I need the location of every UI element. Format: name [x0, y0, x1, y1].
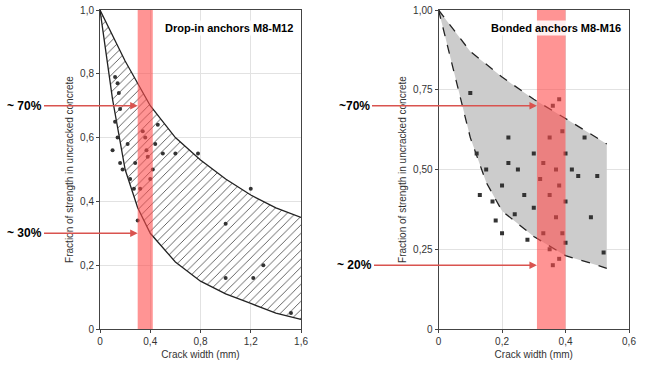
svg-text:Drop-in anchors M8-M12: Drop-in anchors M8-M12 [165, 22, 293, 34]
svg-text:~70%: ~70% [339, 99, 370, 113]
svg-text:0,4: 0,4 [80, 196, 94, 207]
svg-text:1,0: 1,0 [80, 5, 94, 16]
svg-text:1,6: 1,6 [294, 336, 308, 347]
svg-text:0,4: 0,4 [143, 336, 157, 347]
svg-text:Fraction of strength in uncrac: Fraction of strength in uncracked concre… [397, 76, 408, 263]
svg-text:0,2: 0,2 [495, 336, 509, 347]
svg-text:Crack width (mm): Crack width (mm) [495, 349, 573, 360]
svg-text:1,2: 1,2 [244, 336, 258, 347]
svg-text:0: 0 [436, 336, 442, 347]
svg-text:1,00: 1,00 [413, 5, 433, 16]
svg-text:0,6: 0,6 [622, 336, 636, 347]
svg-text:~ 30%: ~ 30% [7, 226, 42, 240]
svg-text:0,25: 0,25 [413, 244, 433, 255]
svg-text:0,8: 0,8 [194, 336, 208, 347]
svg-text:0: 0 [88, 324, 94, 335]
svg-text:0,8: 0,8 [80, 68, 94, 79]
svg-text:~ 20%: ~ 20% [337, 258, 372, 272]
svg-text:0,2: 0,2 [80, 260, 94, 271]
svg-text:0,50: 0,50 [413, 164, 433, 175]
svg-text:0,75: 0,75 [413, 84, 433, 95]
svg-text:Crack width (mm): Crack width (mm) [161, 349, 239, 360]
svg-text:0: 0 [427, 324, 433, 335]
svg-text:0,4: 0,4 [559, 336, 573, 347]
svg-text:Fraction of strength in uncrac: Fraction of strength in uncracked concre… [64, 76, 75, 263]
svg-text:Bonded anchors M8-M16: Bonded anchors M8-M16 [491, 22, 621, 34]
svg-text:0,6: 0,6 [80, 132, 94, 143]
svg-text:0: 0 [97, 336, 103, 347]
svg-text:~ 70%: ~ 70% [7, 99, 42, 113]
